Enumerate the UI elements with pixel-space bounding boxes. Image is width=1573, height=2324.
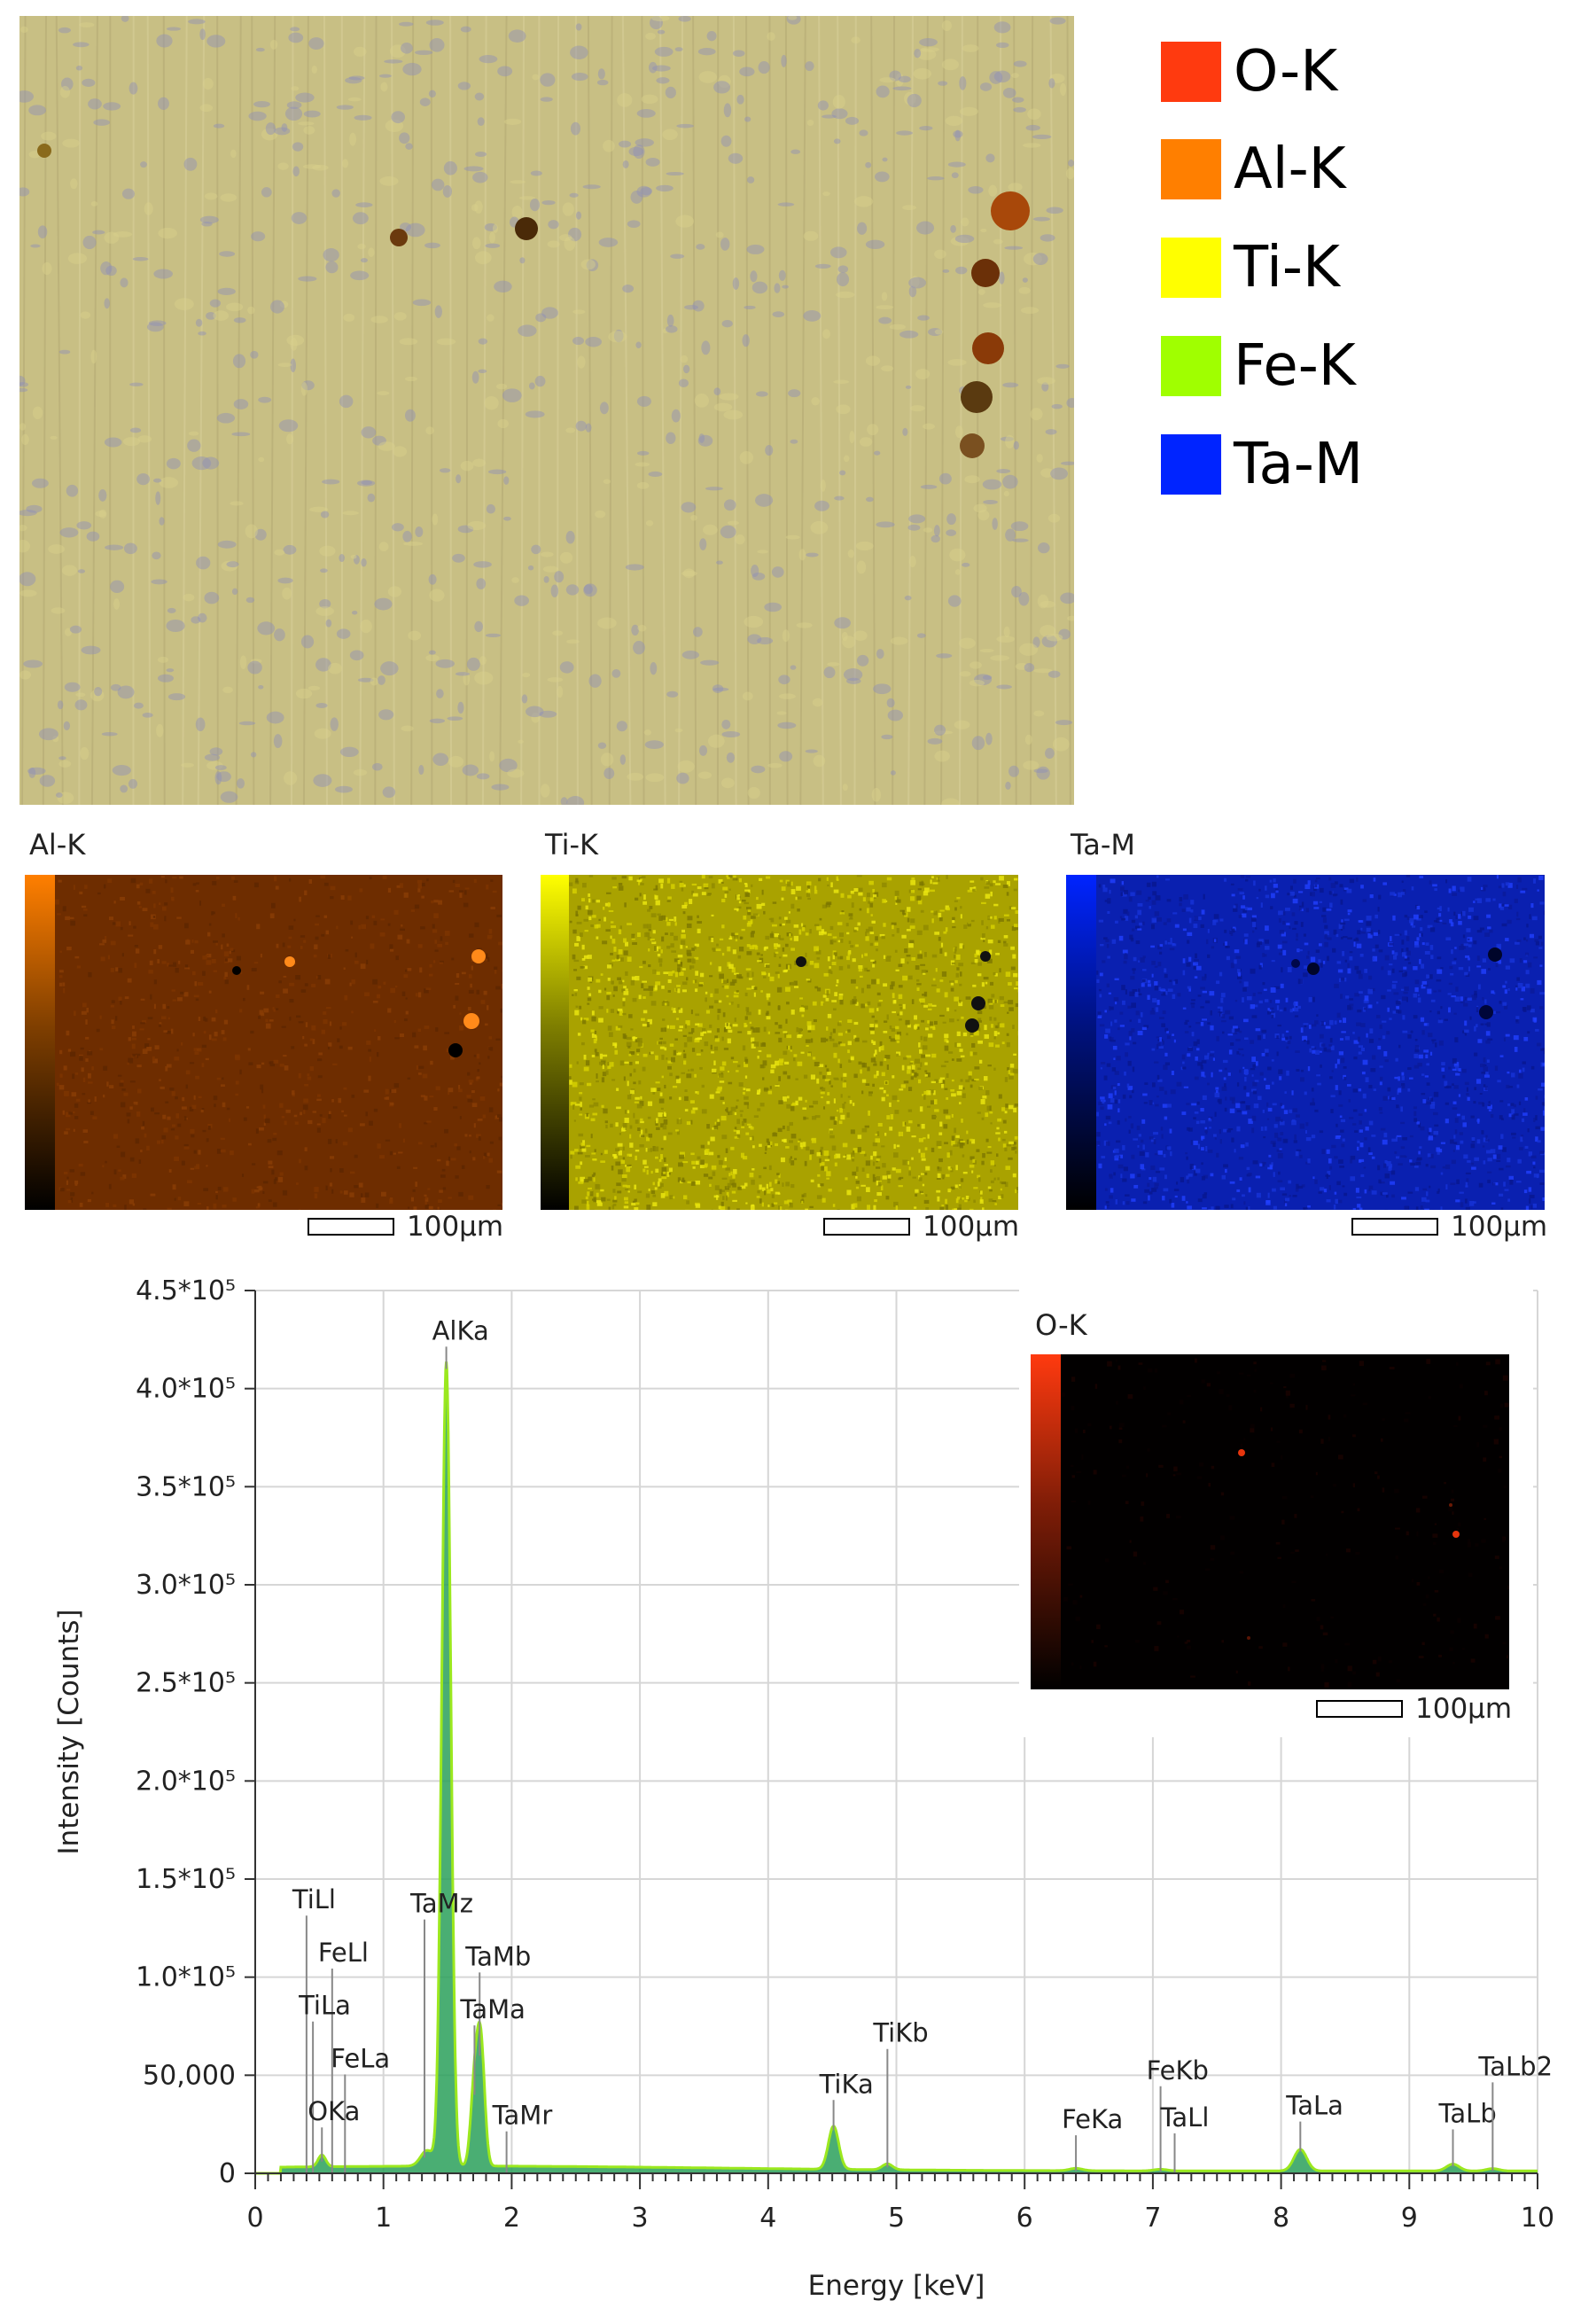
- colorbar: [25, 875, 55, 1210]
- peak-label: TaLl: [1159, 2102, 1209, 2133]
- x-tick-label: 0: [246, 2203, 263, 2234]
- peak-label: TaLa: [1285, 2091, 1343, 2121]
- legend-swatch: [1161, 336, 1221, 396]
- y-tick-label: 1.5*10⁵: [136, 1864, 236, 1895]
- peak-label: FeLa: [331, 2043, 390, 2073]
- x-tick-label: 10: [1521, 2203, 1554, 2234]
- y-tick-label: 3.5*10⁵: [136, 1471, 236, 1502]
- peak-label: TaMz: [409, 1889, 473, 1919]
- x-tick-label: 1: [375, 2203, 392, 2234]
- scale-label: 100µm: [407, 1211, 504, 1243]
- y-tick-label: 3.0*10⁵: [136, 1570, 236, 1601]
- legend-item-ta-m: Ta-M: [1161, 433, 1363, 496]
- scale-label: 100µm: [923, 1211, 1020, 1243]
- peak-label: TaMr: [492, 2101, 553, 2131]
- legend-label: Al-K: [1234, 136, 1346, 202]
- map-title: O-K: [1035, 1308, 1087, 1342]
- scale-label: 100µm: [1415, 1693, 1513, 1725]
- o-k-map: [1061, 1354, 1509, 1689]
- peak-label: TiKa: [819, 2069, 874, 2099]
- map-title: Al-K: [29, 828, 86, 862]
- x-tick-label: 9: [1401, 2203, 1418, 2234]
- x-tick-label: 7: [1144, 2203, 1161, 2234]
- peak-label: FeKa: [1062, 2104, 1123, 2134]
- peak-label: TaMa: [459, 1994, 525, 2024]
- colorbar: [541, 875, 569, 1210]
- legend-swatch: [1161, 42, 1221, 102]
- y-tick-label: 0: [219, 2158, 236, 2189]
- x-tick-label: 3: [632, 2203, 649, 2234]
- x-tick-label: 6: [1016, 2203, 1033, 2234]
- scale-bar: [823, 1218, 910, 1236]
- legend-swatch: [1161, 139, 1221, 199]
- legend-item-al-k: Al-K: [1161, 137, 1346, 201]
- legend-item-fe-k: Fe-K: [1161, 334, 1356, 398]
- colorbar: [1031, 1354, 1061, 1689]
- y-tick-label: 2.5*10⁵: [136, 1668, 236, 1699]
- al-k-map: [55, 875, 502, 1210]
- legend-label: O-K: [1234, 39, 1338, 105]
- composite-map-texture: [13, 13, 1078, 811]
- peak-label: TiLl: [292, 1884, 336, 1915]
- peak-label: FeKb: [1147, 2055, 1209, 2086]
- ti-k-map: [569, 875, 1018, 1210]
- legend-label: Ti-K: [1234, 235, 1340, 300]
- y-tick-label: 2.0*10⁵: [136, 1766, 236, 1797]
- y-tick-label: 1.0*10⁵: [136, 1962, 236, 1993]
- x-axis-label: Energy [keV]: [808, 2270, 985, 2302]
- legend-swatch: [1161, 434, 1221, 495]
- y-tick-label: 4.5*10⁵: [136, 1276, 236, 1306]
- x-tick-label: 4: [759, 2203, 776, 2234]
- peak-label: TiKb: [872, 2018, 928, 2048]
- y-tick-label: 4.0*10⁵: [136, 1374, 236, 1405]
- legend-item-o-k: O-K: [1161, 40, 1337, 104]
- map-title: Ti-K: [545, 828, 598, 862]
- x-tick-label: 5: [888, 2203, 905, 2234]
- y-axis-label: Intensity [Counts]: [53, 1609, 85, 1854]
- legend-label: Fe-K: [1234, 333, 1356, 399]
- scale-bar: [308, 1218, 394, 1236]
- peak-label: OKa: [308, 2096, 360, 2126]
- peak-label: TaLb: [1437, 2098, 1496, 2128]
- scale-bar: [1351, 1218, 1438, 1236]
- composite-eds-map: [13, 13, 1078, 811]
- peak-label: TaLb2: [1477, 2051, 1553, 2081]
- x-tick-label: 8: [1273, 2203, 1289, 2234]
- scale-label: 100µm: [1451, 1211, 1548, 1243]
- peak-label: AlKa: [432, 1315, 489, 1345]
- peak-label: TaMb: [464, 1941, 531, 1971]
- scale-bar: [1316, 1700, 1403, 1718]
- spectrum-line: [255, 1361, 1538, 2175]
- y-tick-label: 50,000: [143, 2060, 236, 2091]
- legend-label: Ta-M: [1234, 432, 1364, 497]
- legend-item-ti-k: Ti-K: [1161, 236, 1340, 300]
- map-title: Ta-M: [1071, 828, 1136, 862]
- colorbar: [1066, 875, 1096, 1210]
- peak-label: TiLa: [298, 1991, 351, 2021]
- legend-swatch: [1161, 238, 1221, 298]
- x-tick-label: 2: [503, 2203, 520, 2234]
- ta-m-map: [1096, 875, 1545, 1210]
- peak-label: FeLl: [318, 1938, 369, 1968]
